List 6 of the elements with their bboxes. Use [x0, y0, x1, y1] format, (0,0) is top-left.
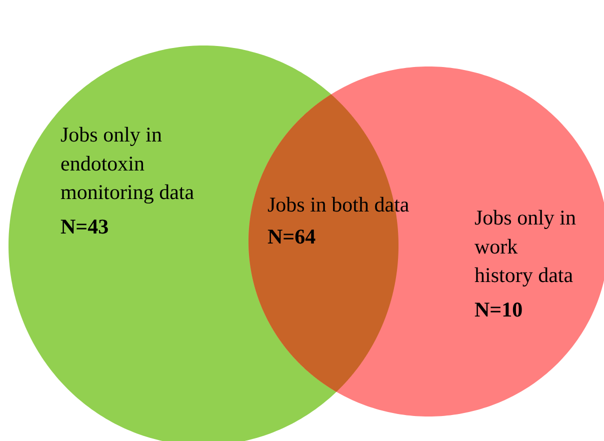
data-label: N=64 — [268, 224, 316, 248]
category-label: Jobs only in endotoxin monitoring data — [60, 122, 195, 204]
category-label: Jobs in both data — [268, 192, 410, 216]
data-label: N=10 — [474, 298, 523, 322]
data-label: N=43 — [60, 214, 109, 238]
category-label: Jobs only in work history data — [474, 206, 577, 288]
